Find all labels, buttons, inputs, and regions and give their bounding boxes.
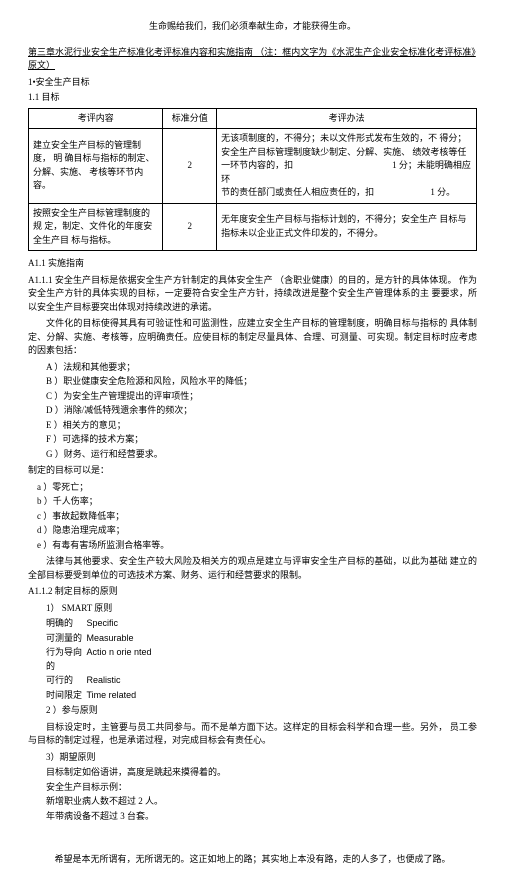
- smart-title: 1） SMART 原则: [46, 602, 477, 616]
- list-item: E ）相关方的意见；: [46, 419, 477, 433]
- table-row: 建立安全生产目标的管理制度， 明 确目标与指标的制定、 分解、实施、 考核等环节…: [29, 129, 477, 204]
- table-cell: 2: [163, 129, 217, 204]
- smart-value: Specific: [87, 617, 119, 631]
- smart-label: 时间限定: [46, 689, 87, 703]
- smart-value: Realistic: [87, 674, 121, 688]
- table-header: 考评内容: [29, 108, 163, 129]
- top-quote: 生命赐给我们，我们必须奉献生命，才能获得生命。: [28, 20, 477, 34]
- table-cell: 无年度安全生产目标与指标计划的，不得分；安全生产 目标与指标未以企业正式文件印发…: [217, 203, 477, 251]
- list-item: A ）法规和其他要求；: [46, 361, 477, 375]
- example-line: 新增职业病人数不超过 2 人。: [46, 795, 477, 809]
- list-item: G ）财务、运行和经营要求。: [46, 448, 477, 462]
- heading-1: 1•安全生产目标: [28, 76, 477, 90]
- evaluation-table: 考评内容 标准分值 考评办法 建立安全生产目标的管理制度， 明 确目标与指标的制…: [28, 108, 477, 252]
- smart-item: 明确的Specific: [46, 617, 477, 631]
- table-header: 标准分值: [163, 108, 217, 129]
- a111-para2: 文件化的目标使得其具有可验证性和可监测性，应建立安全生产目标的管理制度，明确目标…: [28, 317, 477, 358]
- smart-label: 明确的: [46, 617, 87, 631]
- table-cell: 无该项制度的，不得分；未以文件形式发布生效的，不 得分；安全生产目标管理制度缺少…: [217, 129, 477, 204]
- item-2: 2 ）参与原则: [46, 704, 477, 718]
- list-item: C ）为安全生产管理提出的评审项性；: [46, 390, 477, 404]
- example-line: 目标制定如俗语讲，高度是跳起来摸得着的。: [46, 766, 477, 780]
- list-label: 制定的目标可以是：: [28, 464, 477, 478]
- table-cell: 2: [163, 203, 217, 251]
- smart-item: 可测量的Measurable: [46, 632, 477, 646]
- list-item: d ）隐患治理完成率；: [37, 524, 477, 538]
- smart-item: 可行的Realistic: [46, 674, 477, 688]
- a11-heading: A1.1 实施指南: [28, 257, 477, 271]
- example-line: 安全生产目标示例：: [46, 781, 477, 795]
- example-line: 年带病设备不超过 3 台套。: [46, 810, 477, 824]
- smart-value: Actio n orie nted: [87, 646, 152, 673]
- heading-1-1: 1.1 目标: [28, 91, 477, 105]
- smart-value: Measurable: [87, 632, 134, 646]
- a112-heading: A1.1.2 制定目标的原则: [28, 585, 477, 599]
- item-3: 3）期望原则: [46, 751, 477, 765]
- list-item: a ）零死亡；: [37, 481, 477, 495]
- list-item: B ）职业健康安全危险源和风险，风险水平的降低；: [46, 375, 477, 389]
- smart-label: 可行的: [46, 674, 87, 688]
- list-item: c ）事故起数降低率；: [37, 510, 477, 524]
- table-cell: 建立安全生产目标的管理制度， 明 确目标与指标的制定、 分解、实施、 考核等环节…: [29, 129, 163, 204]
- smart-label: 可测量的: [46, 632, 87, 646]
- a111-para: A1.1.1 安全生产目标是依据安全生产方针制定的具体安全生产 （含职业健康）的…: [28, 274, 477, 315]
- bottom-quote: 希望是本无所谓有，无所谓无的。这正如地上的路；其实地上本没有路，走的人多了，也便…: [28, 853, 477, 867]
- table-header: 考评办法: [217, 108, 477, 129]
- smart-item: 时间限定Time related: [46, 689, 477, 703]
- list-item: F ）可选择的技术方案；: [46, 433, 477, 447]
- a111-para3: 法律与其他要求、安全生产较大风险及相关方的观点是建立与评审安全生产目标的基础，以…: [28, 555, 477, 582]
- section-title: 第三章水泥行业安全生产标准化考评标准内容和实施指南 （注：框内文字为《水泥生产企…: [28, 46, 477, 73]
- smart-item: 行为导向的Actio n orie nted: [46, 646, 477, 673]
- smart-value: Time related: [87, 689, 137, 703]
- list-item: b ）千人伤率；: [37, 495, 477, 509]
- table-cell: 按照安全生产目标管理制度的规 定，制定、文件化的年度安全生产目 标与指标。: [29, 203, 163, 251]
- list-item: e ）有毒有害场所监测合格率等。: [37, 539, 477, 553]
- table-row: 按照安全生产目标管理制度的规 定，制定、文件化的年度安全生产目 标与指标。 2 …: [29, 203, 477, 251]
- item-2-para: 目标设定时，主管要与员工共同参与。而不是单方面下达。这样定的目标会科学和合理一些…: [28, 721, 477, 748]
- smart-label: 行为导向的: [46, 646, 87, 673]
- list-item: D ）消除/减低特残遗余事件的频次；: [46, 404, 477, 418]
